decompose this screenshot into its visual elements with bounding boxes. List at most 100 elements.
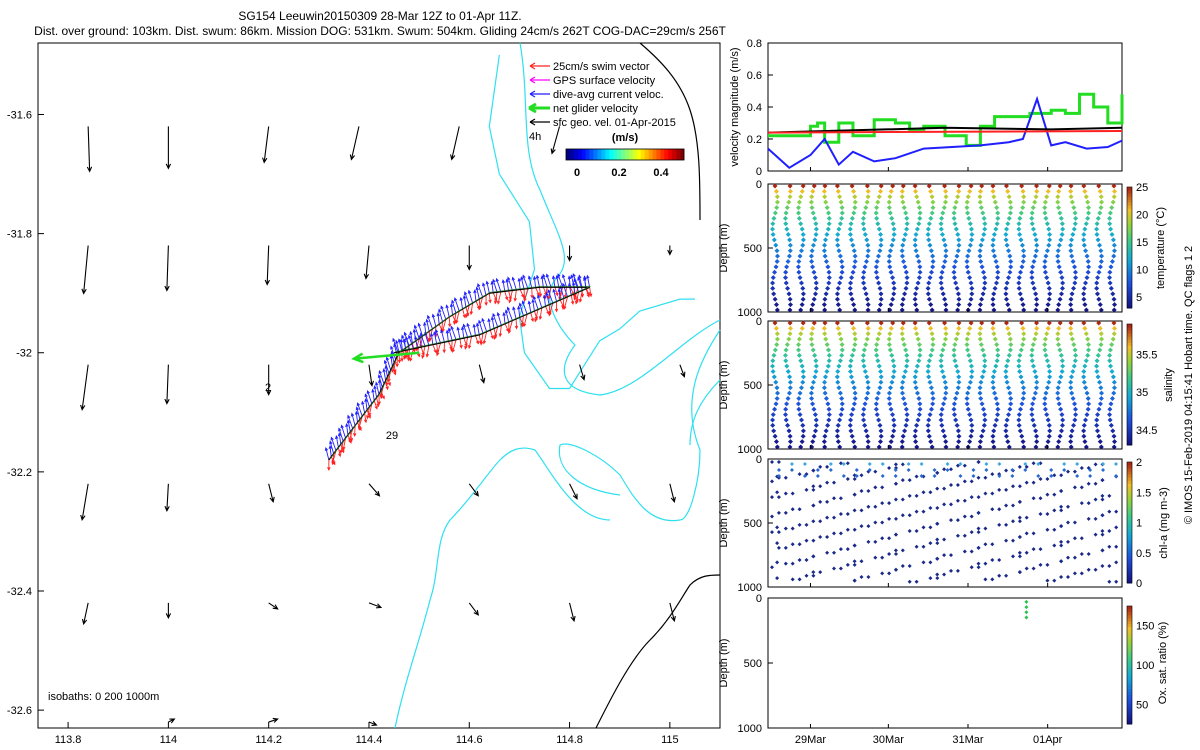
chla-sample bbox=[1072, 469, 1077, 474]
chla-sample bbox=[775, 541, 780, 546]
profile-sample bbox=[929, 269, 935, 275]
colorbar-cell bbox=[1127, 351, 1132, 355]
profile-sample bbox=[810, 325, 816, 331]
geo-vector-21 bbox=[164, 483, 170, 513]
profile-sample bbox=[1081, 285, 1087, 291]
profile-sample bbox=[1056, 439, 1062, 445]
colorbar-cell bbox=[1127, 277, 1132, 282]
profile-sample bbox=[864, 336, 870, 342]
profile-sample bbox=[1019, 433, 1025, 439]
profile-sample bbox=[1006, 248, 1012, 254]
profile-sample bbox=[939, 422, 945, 428]
chla-sample bbox=[1107, 579, 1112, 584]
profile-sample bbox=[863, 342, 869, 348]
chla-sample bbox=[825, 464, 830, 469]
profile-sample bbox=[848, 237, 854, 243]
chla-sample bbox=[1024, 566, 1029, 571]
profile-sample bbox=[862, 232, 868, 238]
profile-sample bbox=[993, 395, 999, 401]
profile-sample bbox=[1003, 422, 1009, 428]
chla-sample bbox=[811, 573, 816, 578]
profile-sample bbox=[1094, 369, 1100, 375]
profile-sample bbox=[899, 325, 905, 331]
swim-vector bbox=[484, 295, 488, 307]
profile-sample bbox=[1016, 285, 1022, 291]
profile-sample bbox=[1004, 226, 1010, 232]
profile-sample bbox=[787, 242, 793, 248]
profile-sample bbox=[825, 363, 831, 369]
chla-sample bbox=[1017, 554, 1022, 559]
profile-sample bbox=[799, 363, 805, 369]
profile-sample bbox=[982, 417, 988, 423]
salinity-profiles bbox=[770, 320, 1118, 450]
map-colorbar-cell bbox=[648, 149, 653, 160]
profile-sample bbox=[1057, 210, 1063, 216]
profile-sample bbox=[837, 417, 843, 423]
profile-sample bbox=[1097, 325, 1103, 331]
profile-sample bbox=[1096, 406, 1102, 412]
profile-sample bbox=[809, 194, 815, 200]
profile-sample bbox=[770, 417, 776, 423]
chla-sample bbox=[921, 509, 926, 514]
colorbar-tick-label: 1 bbox=[1136, 518, 1142, 530]
profile-sample bbox=[1047, 291, 1053, 297]
chla-sample bbox=[866, 504, 871, 509]
profile-sample bbox=[995, 347, 1001, 353]
profile-sample bbox=[787, 248, 793, 254]
profile-sample bbox=[979, 320, 985, 326]
profile-sample bbox=[965, 331, 971, 337]
profile-sample bbox=[1019, 320, 1025, 326]
chla-sample bbox=[838, 531, 843, 536]
profile-sample bbox=[956, 439, 962, 445]
profile-sample bbox=[1060, 363, 1066, 369]
profile-sample bbox=[1004, 433, 1010, 439]
profile-sample bbox=[787, 194, 793, 200]
profile-sample bbox=[888, 302, 894, 308]
swim-vector bbox=[570, 295, 575, 305]
chla-sample bbox=[887, 466, 892, 471]
geo-vector-24 bbox=[468, 483, 480, 497]
colorbar-cell bbox=[1127, 327, 1132, 331]
colorbar-tick-label: 15 bbox=[1136, 237, 1148, 249]
profile-sample bbox=[994, 401, 1000, 407]
chla-sample bbox=[1038, 496, 1043, 501]
profile-sample bbox=[808, 253, 814, 259]
profile-sample bbox=[808, 336, 814, 342]
profile-sample bbox=[1018, 374, 1024, 380]
profile-sample bbox=[914, 194, 920, 200]
profile-sample bbox=[1081, 232, 1087, 238]
swim-vector bbox=[459, 338, 463, 349]
colorbar-cell bbox=[1127, 483, 1132, 487]
profile-sample bbox=[836, 385, 842, 391]
profile-sample bbox=[1084, 412, 1090, 418]
profile-sample bbox=[822, 194, 828, 200]
chla-sample bbox=[1004, 538, 1009, 543]
dac-vector bbox=[451, 299, 457, 314]
profile-sample bbox=[1019, 242, 1025, 248]
chla-sample bbox=[790, 561, 795, 566]
legend-item-gps: GPS surface velocity bbox=[529, 75, 656, 87]
dac-vector bbox=[466, 322, 472, 337]
profile-sample bbox=[1005, 358, 1011, 364]
colorbar-cell bbox=[1127, 665, 1132, 669]
dac-vector bbox=[414, 335, 418, 348]
swim-vector bbox=[519, 317, 524, 327]
profile-sample bbox=[1016, 363, 1022, 369]
profile-sample bbox=[852, 390, 858, 396]
profile-sample bbox=[1030, 264, 1036, 270]
chla-sample bbox=[775, 525, 780, 530]
profile-sample bbox=[770, 369, 776, 375]
profile-sample bbox=[886, 199, 892, 205]
dac-vector bbox=[375, 381, 380, 395]
profile-sample bbox=[929, 307, 935, 313]
profile-sample bbox=[1031, 422, 1037, 428]
profile-sample bbox=[1112, 302, 1118, 308]
depth-tick-label: 1000 bbox=[738, 582, 762, 594]
chla-sample bbox=[1114, 579, 1119, 584]
dac-vector bbox=[354, 410, 359, 423]
profile-sample bbox=[990, 385, 996, 391]
profile-sample bbox=[1108, 285, 1114, 291]
profile-sample bbox=[943, 325, 949, 331]
colorbar-cell bbox=[1127, 333, 1132, 337]
